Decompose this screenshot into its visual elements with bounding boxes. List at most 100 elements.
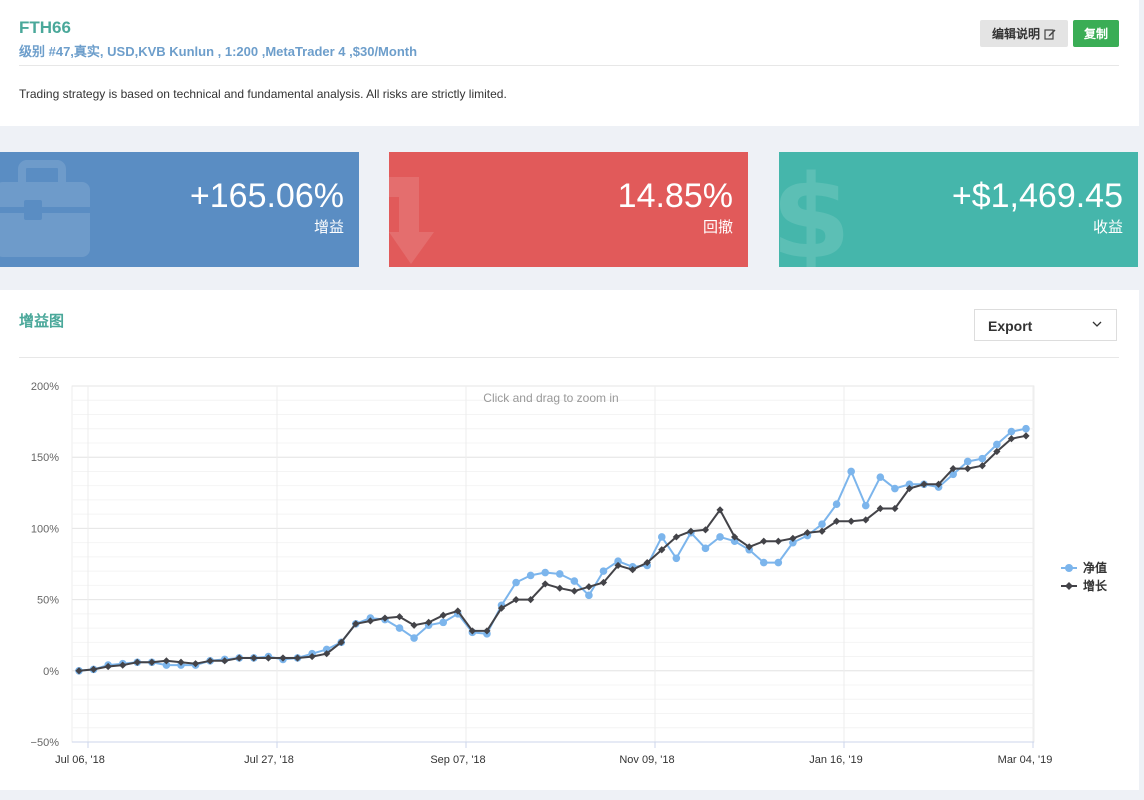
series-1-point[interactable] [250, 654, 258, 662]
series-1-point[interactable] [162, 657, 171, 665]
series-1-point[interactable] [760, 537, 768, 545]
series-0-point[interactable] [847, 467, 855, 476]
series-0-point[interactable] [1022, 424, 1030, 433]
series-1-point[interactable] [410, 621, 418, 629]
series-0-point[interactable] [818, 520, 826, 528]
series-1-point[interactable] [308, 652, 316, 661]
series-1-point[interactable] [89, 665, 98, 673]
series-0-point[interactable] [716, 533, 724, 541]
series-1-point[interactable] [133, 658, 141, 666]
series-1-point[interactable] [745, 543, 753, 551]
series-1-point[interactable] [454, 607, 462, 615]
series-1-point[interactable] [468, 627, 476, 635]
gain-stat-tile: +165.06% 增益 [0, 152, 359, 267]
series-0-point[interactable] [657, 533, 666, 541]
series-1-point[interactable] [483, 627, 491, 635]
series-0-point[interactable] [993, 440, 1001, 449]
series-0-point[interactable] [410, 634, 418, 642]
chevron-down-icon [1092, 321, 1102, 327]
series-1-point[interactable] [425, 618, 433, 626]
series-0-point[interactable] [905, 480, 914, 489]
series-1-point[interactable] [891, 504, 899, 513]
series-0-point[interactable] [672, 554, 681, 563]
edit-description-button[interactable]: 编辑说明 [980, 20, 1068, 47]
series-1-point[interactable] [803, 529, 812, 537]
series-1-point[interactable] [599, 578, 608, 587]
series-1-point[interactable] [585, 583, 593, 591]
series-1-point[interactable] [905, 484, 914, 493]
series-1-point[interactable] [221, 657, 229, 665]
series-0-point[interactable] [949, 470, 957, 479]
series-1-point[interactable] [570, 587, 578, 595]
series-0-point[interactable] [555, 570, 564, 578]
series-1-point[interactable] [687, 527, 695, 535]
series-0-point[interactable] [861, 501, 870, 510]
series-1-point[interactable] [381, 614, 389, 622]
series-0-point[interactable] [789, 538, 797, 547]
gain-chart-card: 增益图 Export 200% 150% 100% 50% 0% −50% Jul 06, … [0, 290, 1139, 790]
series-1-point[interactable] [104, 662, 112, 671]
series-0-point[interactable] [599, 567, 608, 575]
series-1-point[interactable] [774, 537, 782, 545]
series-1-point[interactable] [264, 654, 272, 662]
legend-marker-1[interactable] [1065, 582, 1073, 590]
series-0-point[interactable] [614, 557, 622, 565]
series-1-point[interactable] [541, 580, 549, 588]
series-1-point[interactable] [395, 613, 404, 621]
series-1-point[interactable] [439, 611, 447, 619]
copy-button[interactable]: 复制 [1073, 20, 1119, 47]
series-1-point[interactable] [876, 504, 884, 513]
series-1-point[interactable] [643, 558, 651, 567]
series-0-point[interactable] [978, 454, 987, 463]
gain-line-chart[interactable]: 200% 150% 100% 50% 0% −50% Jul 06, '18 Jul 27, … [0, 290, 1139, 790]
series-1-point[interactable] [337, 638, 345, 646]
series-0-point[interactable] [1007, 427, 1016, 436]
series-1-point[interactable] [206, 657, 214, 665]
series-1-point[interactable] [716, 506, 724, 514]
series-1-point[interactable] [119, 661, 127, 669]
series-0-point[interactable] [162, 661, 171, 669]
export-dropdown[interactable]: Export [974, 309, 1117, 341]
series-0-point[interactable] [876, 473, 885, 481]
legend-label-0[interactable]: 净值 [1083, 560, 1107, 575]
series-0-point[interactable] [774, 558, 783, 567]
series-0-point[interactable] [395, 624, 404, 632]
x-tick-label: Nov 09, '18 [619, 754, 674, 766]
series-0-point[interactable] [526, 571, 535, 580]
legend-label-1[interactable]: 增长 [1083, 578, 1108, 593]
series-0-point[interactable] [439, 618, 448, 627]
series-1-point[interactable] [148, 658, 156, 666]
series-0-point[interactable] [541, 568, 550, 577]
series-1-point[interactable] [1022, 432, 1030, 440]
series-0-point[interactable] [701, 544, 710, 553]
series-1-point[interactable] [1007, 435, 1016, 443]
series-1-point[interactable] [556, 584, 564, 592]
series-1-point[interactable] [527, 596, 535, 604]
series-0-point[interactable] [512, 578, 520, 587]
series-0-point[interactable] [759, 558, 768, 567]
series-1-point[interactable] [191, 660, 200, 668]
series-0-point[interactable] [585, 591, 593, 600]
plot-area[interactable] [71, 385, 1035, 743]
y-tick-label: 150% [31, 452, 59, 464]
series-1-point[interactable] [658, 546, 666, 554]
series-1-point[interactable] [629, 566, 637, 574]
series-1-point[interactable] [512, 596, 520, 604]
series-0-point[interactable] [570, 577, 579, 585]
legend-marker-0[interactable] [1065, 564, 1073, 572]
series-1-point[interactable] [323, 650, 331, 658]
series-1-point[interactable] [818, 527, 826, 535]
strategy-description: Trading strategy is based on technical a… [19, 87, 507, 101]
series-1-point[interactable] [366, 617, 374, 625]
series-1-point[interactable] [235, 654, 243, 662]
series-1-point[interactable] [352, 620, 360, 628]
series-1-point[interactable] [614, 561, 622, 570]
series-0-point[interactable] [832, 500, 841, 508]
series-0-point[interactable] [963, 457, 972, 466]
series-1-point[interactable] [497, 604, 506, 612]
series-1-point[interactable] [75, 667, 83, 675]
series-1-point[interactable] [279, 654, 287, 662]
series-1-point[interactable] [177, 658, 185, 666]
series-1-point[interactable] [293, 654, 302, 662]
series-0-point[interactable] [891, 484, 899, 493]
